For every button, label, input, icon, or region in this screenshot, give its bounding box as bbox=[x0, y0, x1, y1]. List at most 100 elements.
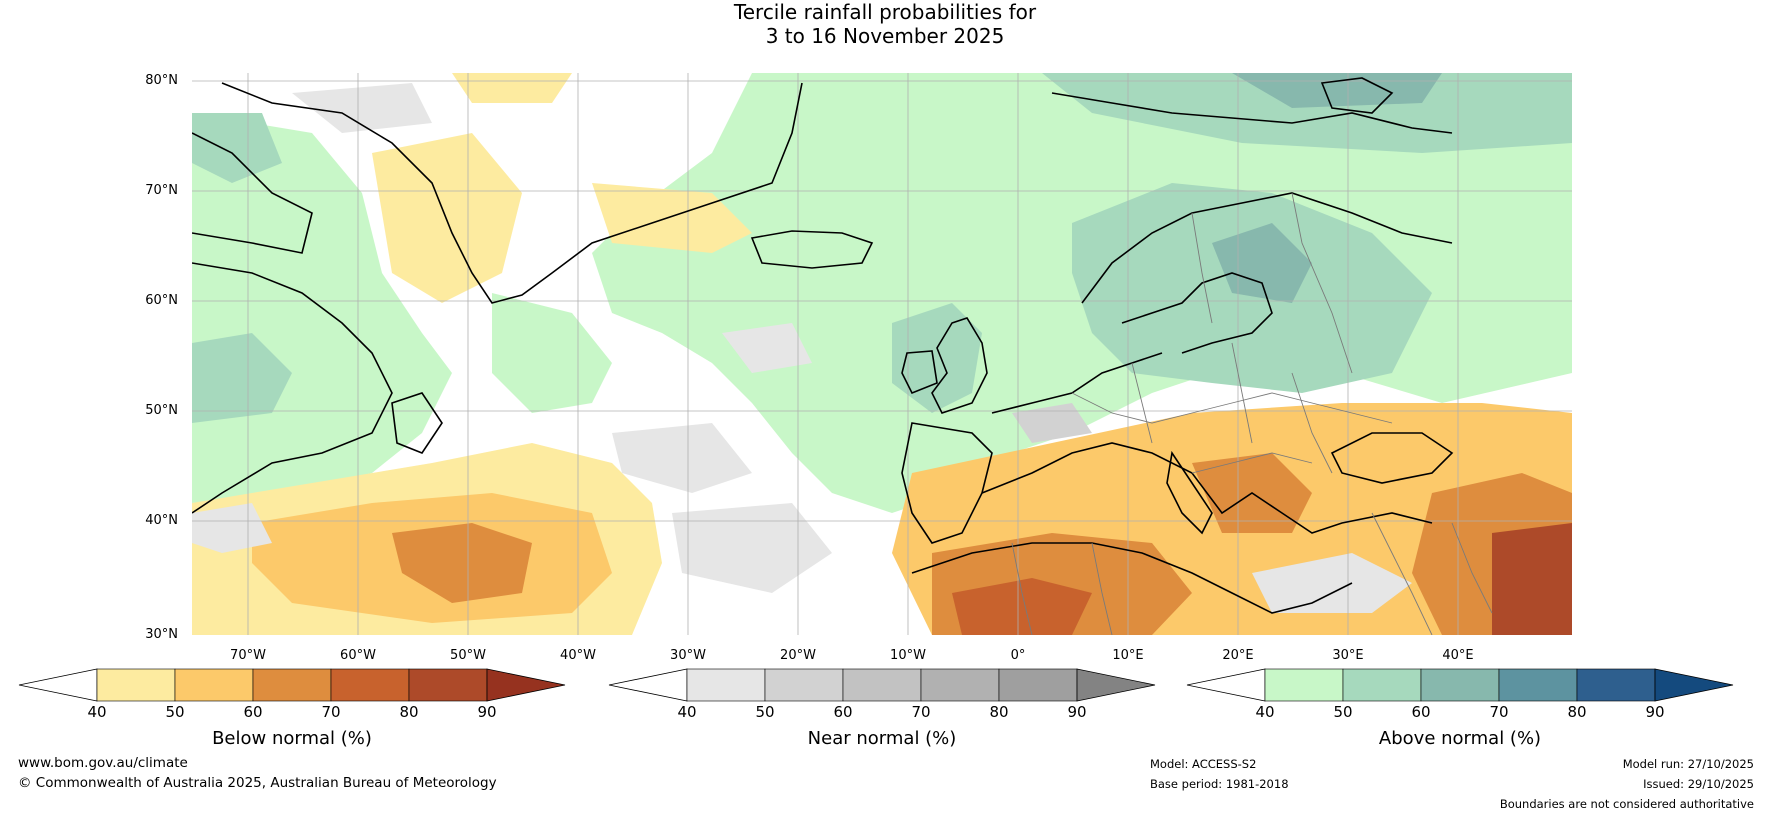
colorbar-segment bbox=[1420, 668, 1500, 702]
lon-label-20w: 20°W bbox=[780, 648, 816, 663]
footer-disclaimer: Boundaries are not considered authoritat… bbox=[1499, 797, 1754, 811]
coast-baffin bbox=[191, 132, 313, 254]
near-normal-patch-3 bbox=[192, 503, 272, 553]
colorbar-tick-label: 40 bbox=[87, 703, 107, 721]
footer-model: Model: ACCESS-S2 bbox=[1150, 757, 1257, 771]
lon-label-30e: 30°E bbox=[1332, 648, 1364, 663]
lat-label-60n: 60°N bbox=[145, 293, 178, 308]
lon-label-50w: 50°W bbox=[450, 648, 486, 663]
footer-issued: Issued: 29/10/2025 bbox=[1643, 777, 1754, 791]
colorbar-tick-label: 70 bbox=[321, 703, 341, 721]
colorbar-low-extend bbox=[608, 668, 688, 702]
near-normal-regions bbox=[192, 83, 1412, 613]
title-line-2: 3 to 16 November 2025 bbox=[765, 24, 1005, 48]
above-normal-finland bbox=[1212, 223, 1312, 303]
colorbar-tick-label: 80 bbox=[1567, 703, 1587, 721]
colorbar-title: Below normal (%) bbox=[212, 728, 372, 749]
coast-iceland bbox=[750, 230, 874, 269]
lat-label-50n: 50°N bbox=[145, 403, 178, 418]
coast-italy bbox=[1166, 450, 1213, 535]
colorbar-1 bbox=[608, 668, 1156, 702]
above-normal-barents bbox=[1042, 73, 1572, 153]
colorbar-tick-label: 50 bbox=[755, 703, 775, 721]
coast-greenland bbox=[221, 82, 803, 304]
colorbar-0 bbox=[18, 668, 566, 702]
colorbar-high-extend bbox=[1076, 668, 1156, 702]
colorbar-tick-label: 60 bbox=[243, 703, 263, 721]
map-panel bbox=[191, 73, 1572, 636]
below-normal-denmark-strait bbox=[592, 183, 752, 253]
below-normal-middle-east-strong bbox=[1492, 523, 1572, 635]
colorbar-tick-label: 90 bbox=[1645, 703, 1665, 721]
colorbar-tick-label: 40 bbox=[1255, 703, 1275, 721]
coast-uk bbox=[931, 317, 988, 414]
colorbar-segment bbox=[252, 668, 332, 702]
footer-copyright: © Commonwealth of Australia 2025, Austra… bbox=[18, 775, 497, 791]
near-normal-patch-1 bbox=[612, 423, 752, 493]
lon-label-40w: 40°W bbox=[560, 648, 596, 663]
lon-label-30w: 30°W bbox=[670, 648, 706, 663]
coast-arctic-russia bbox=[1051, 92, 1453, 134]
coast-norway bbox=[1081, 192, 1453, 304]
colorbar-segment bbox=[1498, 668, 1578, 702]
coast-europe-atlantic bbox=[991, 352, 1163, 414]
footer-model-run: Model run: 27/10/2025 bbox=[1622, 757, 1754, 771]
colorbar-segment bbox=[686, 668, 766, 702]
colorbar-segment bbox=[330, 668, 410, 702]
colorbar-segment bbox=[174, 668, 254, 702]
colorbar-tick-label: 80 bbox=[399, 703, 419, 721]
colorbar-segment bbox=[764, 668, 844, 702]
lon-label-0: 0° bbox=[1010, 648, 1026, 663]
lon-label-10w: 10°W bbox=[890, 648, 926, 663]
above-normal-mid-atlantic bbox=[492, 293, 612, 413]
below-normal-greenland bbox=[372, 133, 522, 303]
footer-base-period: Base period: 1981-2018 bbox=[1150, 777, 1289, 791]
colorbar-title: Above normal (%) bbox=[1378, 728, 1542, 749]
colorbar-tick-label: 90 bbox=[1067, 703, 1087, 721]
colorbar-tick-label: 50 bbox=[165, 703, 185, 721]
near-normal-patch-5 bbox=[292, 83, 432, 133]
rainfall-map bbox=[191, 73, 1572, 636]
colorbar-segment bbox=[1342, 668, 1422, 702]
lon-label-70w: 70°W bbox=[230, 648, 266, 663]
country-borders bbox=[1011, 192, 1493, 636]
colorbar-high-extend bbox=[1654, 668, 1734, 702]
colorbar-low-extend bbox=[18, 668, 98, 702]
colorbar-2 bbox=[1186, 668, 1734, 702]
colorbar-segment bbox=[1264, 668, 1344, 702]
colorbar-segment bbox=[408, 668, 488, 702]
below-normal-north-africa-strong bbox=[952, 578, 1092, 635]
above-normal-uk bbox=[892, 303, 982, 413]
lon-label-40e: 40°E bbox=[1442, 648, 1474, 663]
below-normal-subtropical-strong bbox=[392, 523, 532, 603]
colorbar-high-extend bbox=[486, 668, 566, 702]
coast-africa-north bbox=[911, 542, 1353, 614]
coast-svalbard bbox=[1320, 77, 1394, 114]
coast-mediterranean-north bbox=[981, 442, 1433, 534]
above-normal-labrador-strong bbox=[192, 333, 292, 423]
coast-newfoundland bbox=[391, 392, 443, 454]
title-line-1: Tercile rainfall probabilities for bbox=[733, 0, 1037, 24]
below-normal-regions bbox=[192, 73, 1572, 635]
colorbar-tick-label: 80 bbox=[989, 703, 1009, 721]
lat-label-40n: 40°N bbox=[145, 513, 178, 528]
colorbar-tick-label: 60 bbox=[1411, 703, 1431, 721]
lon-label-60w: 60°W bbox=[340, 648, 376, 663]
near-normal-patch-4 bbox=[1252, 553, 1412, 613]
lon-label-20e: 20°E bbox=[1222, 648, 1254, 663]
coast-ireland bbox=[901, 350, 938, 395]
colorbar-tick-label: 40 bbox=[677, 703, 697, 721]
lon-label-10e: 10°E bbox=[1112, 648, 1144, 663]
near-normal-patch-2 bbox=[672, 503, 832, 593]
coast-baltic bbox=[1121, 272, 1273, 354]
colorbar-segment bbox=[842, 668, 922, 702]
colorbar-segment bbox=[96, 668, 176, 702]
near-normal-patch-7 bbox=[722, 323, 812, 373]
above-normal-baffin bbox=[192, 113, 282, 183]
below-normal-arctic-patch bbox=[452, 73, 572, 103]
footer-website: www.bom.gov.au/climate bbox=[18, 755, 188, 771]
map-title: Tercile rainfall probabilities for 3 to … bbox=[0, 0, 1770, 48]
above-normal-greenland-sea bbox=[792, 193, 912, 273]
colorbar-tick-label: 90 bbox=[477, 703, 497, 721]
lat-label-30n: 30°N bbox=[145, 627, 178, 642]
